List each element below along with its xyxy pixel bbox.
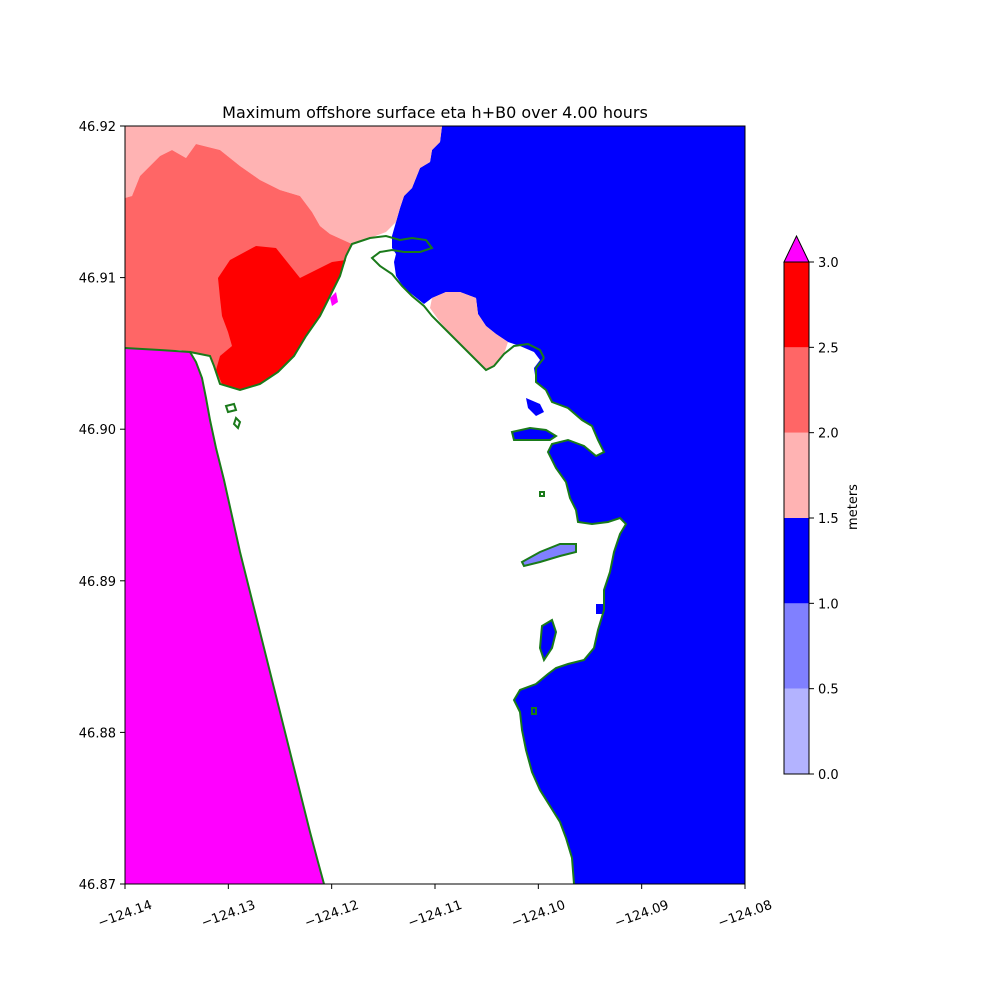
colorbar-tick-label: 3.0 [818,256,839,271]
region-eta-1.0-1.5-islet [526,398,544,416]
shoreline-bar [520,543,577,568]
x-tick-label: −124.08 [716,898,774,931]
region-eta-over-3.0-patch [330,292,338,306]
colorbar-segment [784,688,809,774]
colorbar: 0.0 0.5 1.0 1.5 2.0 2.5 3.0 [783,234,839,783]
colorbar-tick-label: 0.5 [818,683,839,698]
x-tick-label: −124.09 [613,898,671,931]
colorbar-segment [784,347,809,433]
y-tick-label: 46.87 [79,878,116,893]
shoreline-dot [539,491,545,497]
x-axis: −124.14 −124.13 −124.12 −124.11 −124.10 −124.… [96,884,774,931]
colorbar-tick-label: 0.0 [818,768,839,783]
y-tick-label: 46.90 [79,423,116,438]
y-tick-label: 46.89 [79,575,116,590]
shoreline-west-coast [125,347,325,884]
region-eta-1.0-1.5-inner [540,620,556,660]
x-tick-label: −124.10 [509,898,567,931]
shoreline-island-small [224,402,238,414]
region-eta-1.5-2.0-north [125,126,442,244]
chart-title: Maximum offshore surface eta h+B0 over 4… [222,103,648,122]
shoreline-channel [510,426,558,441]
colorbar-label: meters [846,484,861,530]
region-eta-0.5-1.0 [522,544,576,566]
colorbar-tick-label: 1.0 [818,597,839,612]
colorbar-segment [784,432,809,518]
region-eta-1.5-2.0-spit [430,292,508,370]
shoreline-contours [125,234,628,884]
colorbar-tick-label: 2.5 [818,341,839,356]
y-tick-label: 46.92 [79,120,116,135]
colorbar-segment [784,603,809,689]
x-tick-label: −124.12 [303,898,361,931]
y-tick-label: 46.88 [79,726,116,741]
shoreline-north-head [189,234,545,392]
shoreline-inner [538,618,558,663]
x-tick-label: −124.11 [406,898,464,931]
region-eta-1.0-1.5-channel [512,428,556,440]
shoreline-east-coast [512,357,628,884]
colorbar-segment [784,262,809,348]
y-axis: 46.87 46.88 46.89 46.90 46.91 46.92 [79,120,125,893]
region-eta-2.5-3.0 [216,246,346,390]
x-tick-label: −124.13 [199,898,257,931]
shoreline-dot-2 [531,707,537,715]
shoreline-island-small-2 [232,416,242,430]
x-tick-label: −124.14 [96,898,154,931]
y-tick-label: 46.91 [79,272,116,287]
colorbar-tick-label: 1.5 [818,512,839,527]
region-eta-1.0-1.5-patch [596,604,604,614]
colorbar-tick-label: 2.0 [818,427,839,442]
region-eta-1.0-1.5-east [392,126,745,884]
colorbar-segment [784,518,809,604]
colorbar-extend-max [783,234,810,263]
region-eta-over-3.0 [125,348,324,884]
plot-area [125,126,745,884]
